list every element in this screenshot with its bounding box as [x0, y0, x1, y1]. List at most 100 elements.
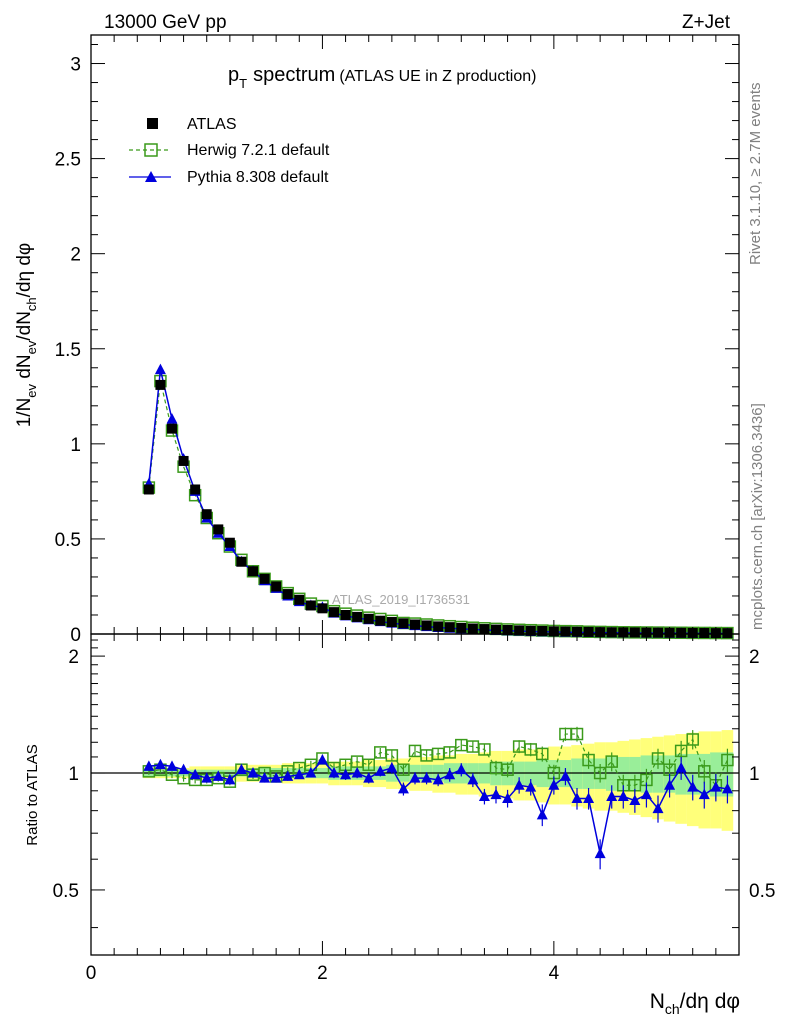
herwig-ratio-point: [721, 753, 734, 767]
atlas-point: [190, 484, 201, 495]
band-green: [582, 758, 595, 789]
y-tick-label: 1.5: [55, 340, 81, 361]
legend: ATLAS Herwig 7.2.1 default Pythia 8.308 …: [129, 116, 330, 186]
process-label: Z+Jet: [682, 12, 731, 33]
atlas-point: [386, 617, 397, 628]
x-axis-label: Nch/dη dφ: [650, 990, 740, 1017]
legend-label-pythia: Pythia 8.308 default: [187, 169, 329, 186]
atlas-point: [282, 589, 293, 600]
pythia-ratio-point: [282, 770, 294, 781]
atlas-point: [178, 455, 189, 466]
energy-label: 13000 GeV pp: [104, 12, 227, 33]
x-tick-label: 2: [317, 963, 328, 984]
pythia-ratio-point: [640, 788, 652, 800]
atlas-point: [155, 379, 166, 390]
legend-marker-atlas: [147, 118, 158, 129]
band-green: [652, 755, 664, 793]
atlas-point: [410, 619, 420, 630]
pythia-ratio-point: [664, 779, 676, 790]
pythia-ratio-point: [652, 802, 664, 814]
pythia-ratio-point: [490, 788, 502, 800]
ratio-y-tick-label-right: 0.5: [749, 881, 775, 902]
atlas-point: [560, 626, 571, 637]
pythia-ratio-point: [247, 767, 259, 778]
atlas-point: [213, 524, 224, 535]
main-y-axis-label: 1/Nev dNev/dNch/dη dφ: [14, 243, 39, 428]
atlas-point: [537, 625, 548, 636]
pythia-ratio-point: [305, 767, 317, 778]
atlas-point: [143, 484, 154, 495]
herwig-ratio-point: [593, 766, 607, 780]
atlas-point: [433, 621, 444, 632]
herwig-ratio-point: [443, 746, 456, 759]
pythia-ratio-point: [328, 767, 340, 778]
pythia-ratio-point: [270, 772, 282, 783]
atlas-point: [294, 594, 305, 605]
atlas-point: [352, 611, 363, 622]
y-tick-label: 2: [70, 245, 81, 266]
atlas-point: [629, 627, 640, 638]
atlas-point: [259, 573, 270, 584]
pythia-ratio-point: [698, 788, 710, 800]
pythia-ratio-point: [444, 768, 456, 780]
band-green: [721, 752, 734, 797]
herwig-ratio-point: [501, 763, 514, 776]
pythia-ratio-point: [340, 768, 352, 780]
pythia-ratio-point: [617, 790, 629, 802]
pythia-ratio-point: [432, 773, 444, 785]
pythia-ratio-point: [409, 772, 421, 783]
x-tick-label: 0: [86, 963, 97, 984]
pythia-ratio-point: [687, 781, 699, 792]
pythia-ratio-point: [536, 808, 548, 820]
ratio-y-tick-label: 2: [68, 647, 79, 668]
pythia-ratio-point: [594, 847, 606, 859]
atlas-point: [236, 556, 247, 567]
x-tick-label: 4: [549, 963, 560, 984]
herwig-ratio-point: [674, 744, 688, 758]
atlas-point: [583, 626, 594, 637]
pythia-ratio-point: [212, 770, 224, 781]
pythia-point: [154, 363, 166, 375]
herwig-ratio-point: [686, 733, 699, 746]
mcplots-label: mcplots.cern.ch [arXiv:1306.3436]: [749, 403, 766, 630]
pythia-ratio-point: [189, 768, 201, 780]
atlas-point: [699, 628, 710, 639]
y-tick-label: 2.5: [55, 150, 81, 171]
pythia-ratio-point: [629, 794, 641, 805]
herwig-ratio-point: [698, 765, 711, 778]
legend-label-herwig: Herwig 7.2.1 default: [187, 142, 330, 159]
atlas-point: [398, 618, 409, 629]
rivet-version-label: Rivet 3.1.10, ≥ 2.7M events: [747, 83, 764, 266]
pythia-ratio-point: [721, 782, 733, 794]
atlas-point: [514, 625, 525, 636]
herwig-ratio-point: [536, 747, 549, 761]
legend-label-atlas: ATLAS: [187, 116, 237, 133]
y-tick-label: 3: [70, 55, 81, 76]
pythia-ratio-point: [478, 790, 490, 802]
atlas-point: [722, 628, 733, 639]
pythia-ratio-point: [455, 763, 467, 775]
pythia-ratio-point: [421, 772, 433, 783]
ratio-y-axis-label: Ratio to ATLAS: [24, 744, 41, 845]
analysis-watermark: ATLAS_2019_I1736531: [332, 592, 470, 607]
band-green: [629, 756, 641, 791]
pythia-ratio-point: [467, 773, 479, 785]
band-green: [686, 753, 699, 795]
atlas-point: [421, 620, 432, 631]
pythia-ratio-point: [559, 770, 571, 781]
atlas-point: [271, 581, 282, 592]
atlas-point: [329, 607, 339, 618]
legend-marker-pythia: [145, 171, 157, 182]
band-green: [605, 756, 618, 791]
pythia-ratio-point: [374, 765, 386, 776]
y-tick-label: 0.5: [55, 530, 81, 551]
ratio-y-tick-label-right: 2: [749, 647, 760, 668]
axis-ticks: 00.511.522.530 2 40.5 0.51 12 2: [53, 35, 775, 984]
y-tick-label: 0: [70, 625, 81, 646]
pythia-ratio-point: [154, 758, 166, 770]
herwig-ratio-point: [651, 752, 665, 765]
atlas-point: [467, 623, 478, 634]
atlas-point: [167, 423, 177, 434]
pythia-point: [166, 413, 178, 424]
